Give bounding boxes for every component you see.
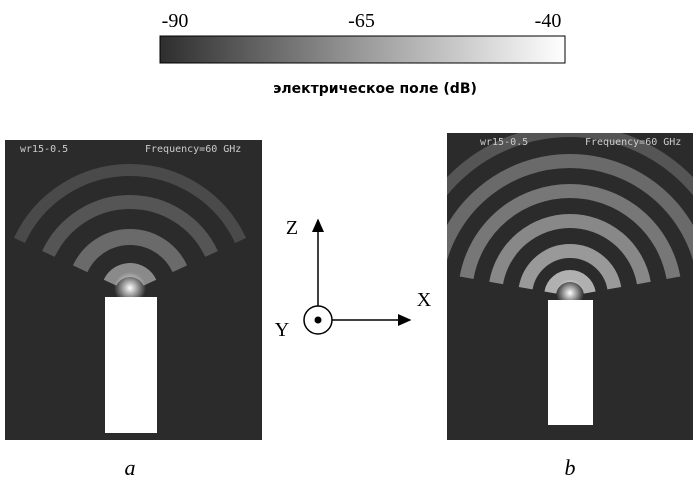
colorbar-tick-label: -40 xyxy=(535,10,562,32)
page: -90 -65 -40 электрическое поле (dB) wr15-0… xyxy=(0,0,697,480)
colorbar-tick-label: -90 xyxy=(162,10,189,32)
model-label: wr15-0.5 xyxy=(20,144,68,155)
caption: b xyxy=(565,455,576,480)
y-label: Y xyxy=(275,319,289,341)
figure: -90 -65 -40 электрическое поле (dB) wr15-0… xyxy=(0,0,697,480)
frequency-label: Frequency=60 GHz xyxy=(585,137,681,148)
colorbar-label: электрическое поле (dB) xyxy=(273,81,477,97)
model-label: wr15-0.5 xyxy=(480,137,528,148)
panel-b: wr15-0.5 Frequency=60 GHz xyxy=(408,131,697,440)
colorbar xyxy=(160,36,565,63)
x-label: X xyxy=(417,289,432,311)
frequency-label: Frequency=60 GHz xyxy=(145,144,241,155)
y-dot xyxy=(315,317,322,324)
antenna xyxy=(105,297,157,433)
panel-a: wr15-0.5 Frequency=60 GHz xyxy=(5,140,262,440)
axes-diagram: Z X Y xyxy=(275,217,432,341)
z-label: Z xyxy=(286,217,298,239)
colorbar-ticks: -90 -65 -40 xyxy=(162,10,562,32)
colorbar-tick-label: -65 xyxy=(348,10,375,32)
caption: a xyxy=(125,455,136,480)
antenna xyxy=(548,300,593,425)
